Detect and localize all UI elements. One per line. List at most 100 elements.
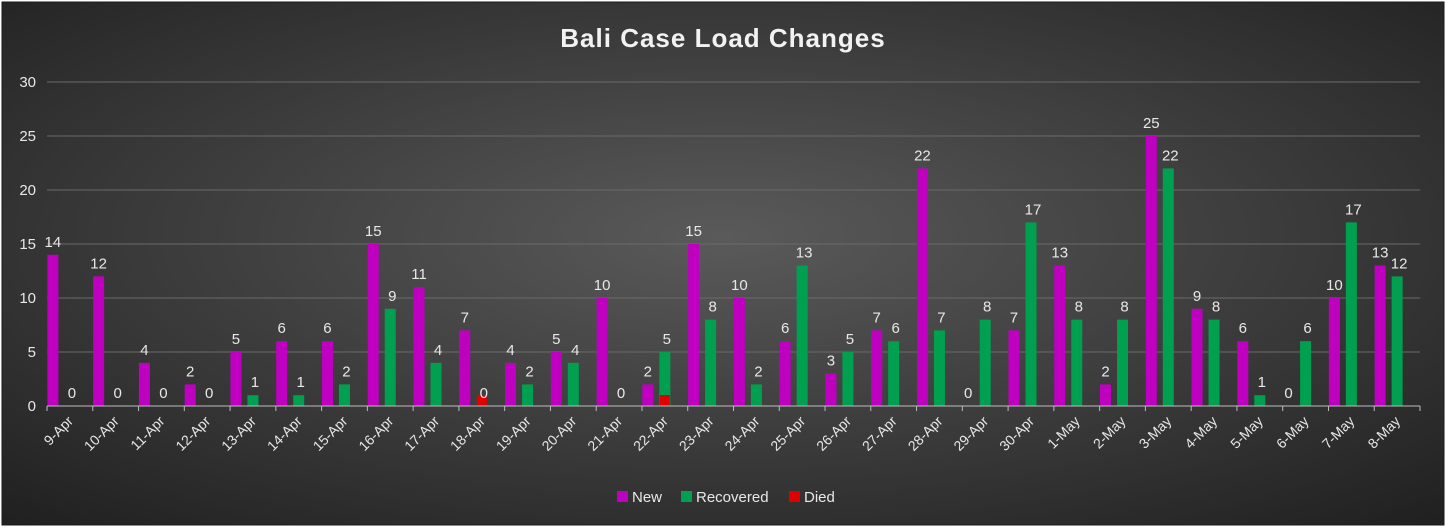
- bar-recovered: [933, 330, 945, 406]
- bar-new: [459, 330, 471, 406]
- bar-new: [47, 254, 59, 406]
- data-label-new: 6: [781, 320, 789, 337]
- data-label-new: 9: [1193, 288, 1201, 305]
- data-label-new: 12: [90, 255, 107, 272]
- bar-recovered: [1208, 319, 1220, 406]
- data-label-new: 15: [685, 223, 702, 240]
- bar-recovered: [567, 362, 579, 406]
- data-label-new: 2: [186, 363, 194, 380]
- data-label-recovered: 4: [434, 342, 442, 359]
- y-tick-label: 5: [28, 344, 36, 361]
- data-label-recovered: 2: [754, 363, 762, 380]
- data-label-new: 10: [1326, 277, 1343, 294]
- data-label-new: 0: [964, 385, 972, 402]
- bar-new: [93, 276, 105, 406]
- chart-title: Bali Case Load Changes: [560, 23, 885, 53]
- bar-new: [916, 168, 928, 406]
- data-label-recovered: 1: [1258, 374, 1266, 391]
- bar-recovered: [247, 395, 259, 406]
- bar-new: [1008, 330, 1020, 406]
- data-label-recovered: 12: [1391, 255, 1408, 272]
- bar-recovered: [430, 362, 442, 406]
- data-label-new: 5: [232, 331, 240, 348]
- data-label-recovered: 13: [796, 245, 813, 262]
- data-label-new: 3: [827, 353, 835, 370]
- data-label-recovered: 1: [297, 374, 305, 391]
- data-label-new: 13: [1051, 245, 1068, 262]
- data-label-recovered: 2: [525, 363, 533, 380]
- data-label-new: 7: [1010, 309, 1018, 326]
- bar-new: [550, 352, 562, 406]
- bar-recovered: [1391, 276, 1403, 406]
- data-label-new: 2: [1101, 363, 1109, 380]
- data-label-new: 5: [552, 331, 560, 348]
- data-label-new: 14: [45, 234, 62, 251]
- bar-recovered: [384, 308, 396, 406]
- bar-recovered: [796, 265, 808, 406]
- data-label-new: 7: [873, 309, 881, 326]
- data-label-new: 10: [594, 277, 611, 294]
- bar-new: [1328, 298, 1340, 406]
- bar-new: [642, 384, 654, 406]
- data-label-recovered: 9: [388, 288, 396, 305]
- data-label-recovered: 17: [1025, 201, 1042, 218]
- data-label-recovered: 17: [1345, 201, 1362, 218]
- bar-new: [1374, 265, 1386, 406]
- data-label-recovered: 0: [68, 385, 76, 402]
- legend-swatch-new: [617, 491, 628, 502]
- data-label-recovered: 0: [159, 385, 167, 402]
- data-label-recovered: 8: [1120, 299, 1128, 316]
- bar-recovered: [1300, 341, 1312, 406]
- data-label-recovered: 7: [937, 309, 945, 326]
- bar-recovered: [338, 384, 350, 406]
- data-label-recovered: 5: [846, 331, 854, 348]
- bar-recovered: [979, 319, 991, 406]
- data-label-recovered: 0: [113, 385, 121, 402]
- legend-label-new: New: [632, 489, 662, 506]
- bar-new: [413, 287, 425, 406]
- bar-new: [367, 244, 379, 406]
- bar-new: [1100, 384, 1112, 406]
- y-tick-label: 20: [19, 182, 36, 199]
- bar-new: [871, 330, 883, 406]
- bar-new: [825, 373, 837, 406]
- y-tick-label: 0: [28, 398, 36, 415]
- bar-recovered: [1025, 222, 1037, 406]
- y-tick-label: 15: [19, 236, 36, 253]
- bar-recovered: [293, 395, 305, 406]
- bar-new: [276, 341, 288, 406]
- data-label-recovered: 8: [1075, 299, 1083, 316]
- y-tick-label: 30: [19, 74, 36, 91]
- data-label-new: 6: [278, 320, 286, 337]
- data-label-new: 13: [1372, 245, 1389, 262]
- data-label-recovered: 2: [342, 363, 350, 380]
- bar-recovered: [888, 341, 900, 406]
- data-label-new: 15: [365, 223, 382, 240]
- bar-new: [184, 384, 196, 406]
- y-tick-label: 25: [19, 128, 36, 145]
- data-label-recovered: 5: [663, 331, 671, 348]
- bar-recovered: [1345, 222, 1357, 406]
- bar-recovered: [842, 352, 854, 406]
- bar-new: [138, 362, 150, 406]
- data-label-recovered: 4: [571, 342, 579, 359]
- bar-recovered: [705, 319, 717, 406]
- bar-new: [733, 298, 745, 406]
- data-label-recovered: 0: [617, 385, 625, 402]
- data-label-new: 0: [1284, 385, 1292, 402]
- legend-label-died: Died: [804, 489, 835, 506]
- data-label-new: 7: [461, 309, 469, 326]
- bar-recovered: [1162, 168, 1174, 406]
- bar-new: [1145, 136, 1157, 406]
- bar-new: [596, 298, 608, 406]
- data-label-recovered: 6: [892, 320, 900, 337]
- bar-recovered: [659, 352, 671, 406]
- data-label-new: 10: [731, 277, 748, 294]
- bar-new: [505, 362, 517, 406]
- bar-new: [1237, 341, 1249, 406]
- bar-recovered: [1071, 319, 1083, 406]
- data-label-recovered: 6: [1303, 320, 1311, 337]
- data-label-recovered: 8: [983, 299, 991, 316]
